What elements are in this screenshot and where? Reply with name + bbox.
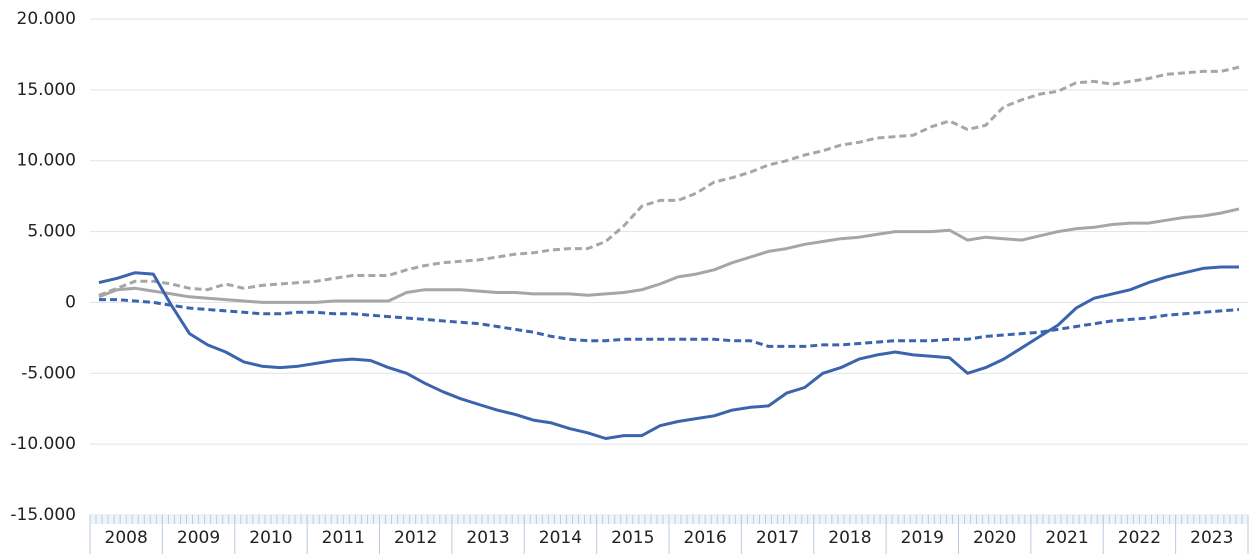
y-tick-label: 15.000 (17, 80, 76, 100)
x-tick-label: 2021 (1045, 528, 1088, 548)
series-line (98, 265, 1239, 440)
x-tick-label: 2012 (394, 528, 437, 548)
y-tick-label: 10.000 (17, 151, 76, 171)
series-line (99, 298, 1240, 348)
x-tick-label: 2015 (611, 528, 654, 548)
x-tick-label: 2020 (973, 528, 1016, 548)
x-tick-label: 2009 (177, 528, 220, 548)
y-tick-label: 0 (65, 292, 76, 312)
series-line (98, 207, 1240, 304)
x-tick-label: 2022 (1118, 528, 1161, 548)
x-tick-label: 2016 (684, 528, 727, 548)
x-tick-label: 2018 (828, 528, 871, 548)
series-line (98, 65, 1240, 297)
y-tick-label: -15.000 (10, 505, 76, 525)
x-tick-label: 2011 (322, 528, 365, 548)
y-tick-label: 5.000 (27, 222, 76, 242)
x-tick-label: 2019 (901, 528, 944, 548)
x-tick-label: 2013 (466, 528, 509, 548)
y-tick-label: 20.000 (17, 9, 76, 29)
x-tick-label: 2008 (105, 528, 148, 548)
x-tick-label: 2010 (249, 528, 292, 548)
y-tick-label: -5.000 (21, 363, 76, 383)
x-tick-label: 2014 (539, 528, 582, 548)
y-tick-label: -10.000 (10, 434, 76, 454)
x-tick-label: 2017 (756, 528, 799, 548)
x-tick-label: 2023 (1190, 528, 1233, 548)
